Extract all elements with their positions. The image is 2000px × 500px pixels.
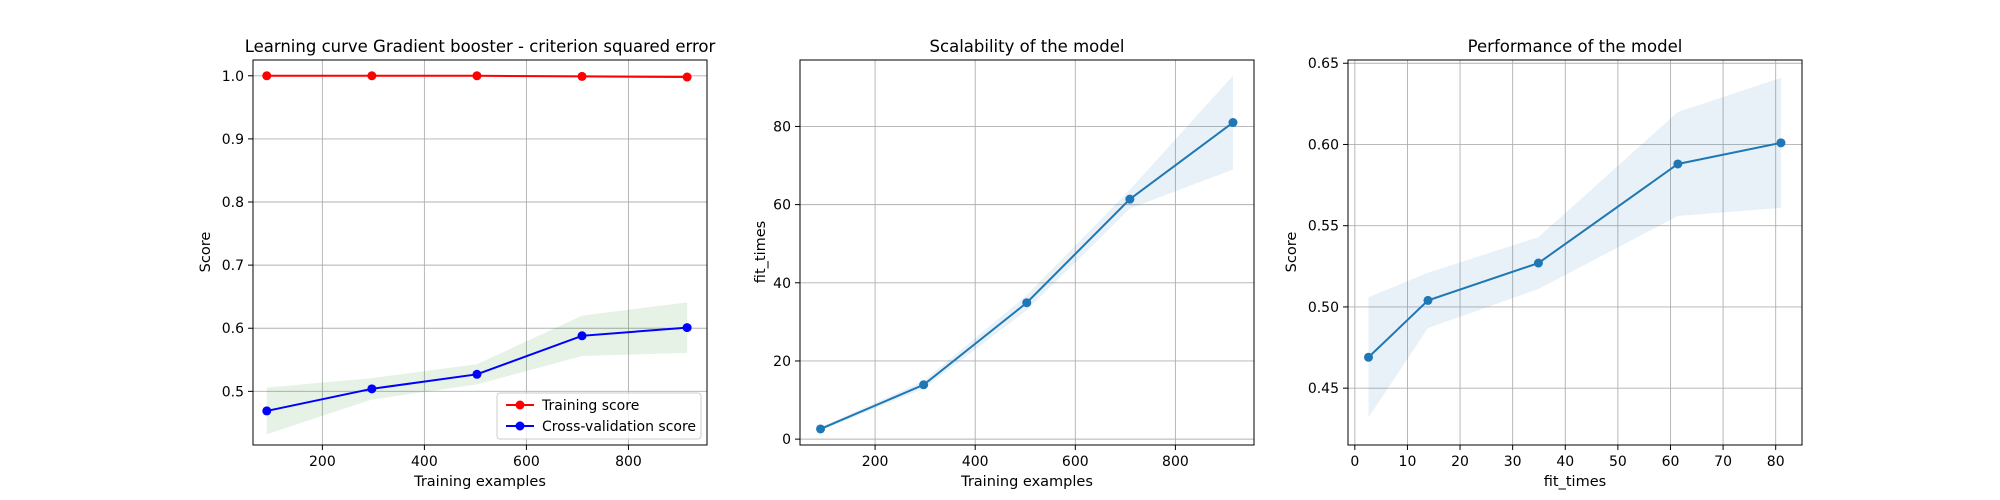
x-tick-label: 400 [411, 454, 438, 470]
data-point [1022, 298, 1032, 308]
y-tick-label: 0.50 [1308, 300, 1339, 316]
x-tick-label: 70 [1714, 454, 1732, 470]
data-point [262, 71, 272, 81]
x-tick-label: 200 [309, 454, 336, 470]
data-point [1364, 352, 1374, 362]
data-point [1673, 159, 1683, 169]
chart-title: Learning curve Gradient booster - criter… [245, 37, 716, 56]
data-point [1533, 258, 1543, 268]
legend-box [496, 392, 702, 440]
y-tick-label: 80 [773, 119, 791, 135]
panel-performance: 0 10 20 30 40 50 60 70 80 0.45 0.50 0.55 0.60 0.65 Pe… [1284, 37, 1803, 490]
x-tick-label: 30 [1504, 454, 1522, 470]
data-point [367, 384, 377, 394]
data-point [816, 424, 826, 434]
data-point [577, 331, 587, 341]
grid [1348, 60, 1802, 445]
y-axis-label: fit_times [753, 221, 769, 283]
legend-label-cross-validation: Cross-validation score [542, 419, 696, 435]
legend-label-training: Training score [541, 398, 639, 414]
data-point [682, 72, 692, 82]
data-point [262, 406, 272, 416]
y-tick-label: 20 [773, 354, 791, 370]
x-tick-label: 800 [1162, 454, 1189, 470]
y-tick-label: 0.55 [1308, 219, 1339, 235]
y-tick-label: 0.65 [1308, 56, 1339, 72]
x-tick-label: 0 [1350, 454, 1359, 470]
data-point [682, 323, 692, 333]
x-tick-label: 800 [615, 454, 642, 470]
y-tick-label: 0.5 [222, 384, 244, 400]
data-point [367, 71, 377, 81]
y-tick-label: 0.6 [222, 321, 244, 337]
y-tick-label: 0.45 [1308, 381, 1339, 397]
x-tick-label: 40 [1556, 454, 1574, 470]
x-axis-label: Training examples [960, 474, 1093, 490]
x-tick-label: 60 [1662, 454, 1680, 470]
series-points [262, 71, 692, 416]
x-tick-label: 50 [1609, 454, 1627, 470]
y-tick-label: 40 [773, 276, 791, 292]
plot-frame [1347, 59, 1803, 446]
y-tick-label: 0.7 [222, 258, 244, 274]
y-tick-label: 1.0 [222, 69, 244, 85]
ticks: 200 400 600 800 0 20 40 60 80 [773, 119, 1189, 470]
data-point [919, 380, 929, 390]
ticks: 200 400 600 800 0.5 0.6 0.7 0.8 0.9 1.0 [222, 69, 642, 470]
data-point [577, 71, 587, 81]
x-tick-label: 200 [862, 454, 889, 470]
data-point [1228, 118, 1238, 128]
series-points [816, 118, 1238, 434]
legend: Training score Cross-validation score [496, 392, 702, 440]
data-point [472, 71, 482, 81]
data-point [472, 369, 482, 379]
panel-learning-curve: 200 400 600 800 0.5 0.6 0.7 0.8 0.9 1.0 Learning … [198, 37, 716, 490]
y-tick-label: 0.8 [222, 195, 244, 211]
data-point [1776, 138, 1786, 148]
plot-frame [252, 59, 708, 446]
chart-title: Scalability of the model [930, 37, 1125, 56]
legend-marker-cross-validation [515, 421, 525, 431]
y-axis-label: Score [198, 232, 214, 273]
x-tick-label: 400 [962, 454, 989, 470]
y-axis-label: Score [1284, 232, 1300, 273]
ticks: 0 10 20 30 40 50 60 70 80 0.45 0.50 0.55 0.60 0.65 [1308, 56, 1785, 470]
x-tick-label: 600 [1062, 454, 1089, 470]
legend-marker-training [515, 400, 525, 410]
y-tick-label: 0.60 [1308, 137, 1339, 153]
plot-frame [799, 59, 1255, 446]
y-tick-label: 0.9 [222, 132, 244, 148]
x-axis-label: fit_times [1544, 474, 1606, 490]
x-axis-label: Training examples [413, 474, 546, 490]
data-point [1423, 295, 1433, 305]
grid [800, 60, 1254, 445]
panel-scalability: 200 400 600 800 0 20 40 60 80 Scalability of the… [753, 37, 1255, 490]
y-tick-label: 0 [782, 432, 791, 448]
x-tick-label: 80 [1767, 454, 1785, 470]
series-points [1364, 138, 1786, 362]
data-point [1125, 194, 1135, 204]
chart-title: Performance of the model [1468, 37, 1683, 56]
x-tick-label: 10 [1399, 454, 1417, 470]
x-tick-label: 20 [1451, 454, 1469, 470]
x-tick-label: 600 [513, 454, 540, 470]
y-tick-label: 60 [773, 198, 791, 214]
